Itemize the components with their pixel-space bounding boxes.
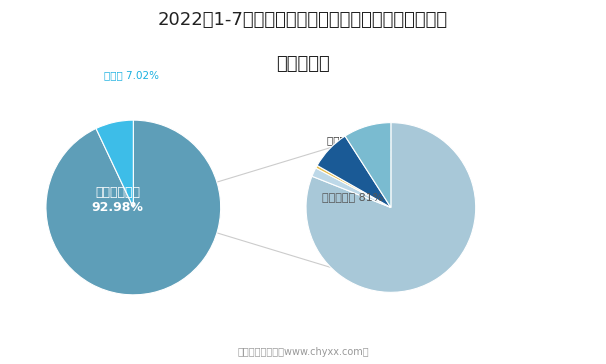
Text: 核能发电量 9.07%: 核能发电量 9.07%	[327, 135, 395, 145]
Wedge shape	[345, 123, 391, 207]
Text: 类型占比图: 类型占比图	[276, 55, 330, 72]
Wedge shape	[317, 136, 391, 207]
Text: 江苏省 7.02%: 江苏省 7.02%	[104, 70, 159, 80]
Text: 制图：智研咨询（www.chyxx.com）: 制图：智研咨询（www.chyxx.com）	[237, 347, 369, 357]
Wedge shape	[312, 168, 391, 207]
Wedge shape	[306, 123, 476, 292]
Text: 全国其他省份
92.98%: 全国其他省份 92.98%	[92, 186, 144, 214]
Text: 2022年1-7月江苏省发电量占全国比重及该地区各发电: 2022年1-7月江苏省发电量占全国比重及该地区各发电	[158, 11, 448, 29]
Text: 风力发电量 7.68%: 风力发电量 7.68%	[362, 148, 430, 158]
Wedge shape	[316, 166, 391, 207]
Text: 太阳能发电量 1.71%: 太阳能发电量 1.71%	[355, 140, 429, 150]
Text: 水力发电量 0.54%: 水力发电量 0.54%	[359, 151, 426, 162]
Wedge shape	[96, 120, 133, 207]
Text: 火力发电量 81%: 火力发电量 81%	[322, 192, 384, 202]
Wedge shape	[46, 120, 221, 295]
